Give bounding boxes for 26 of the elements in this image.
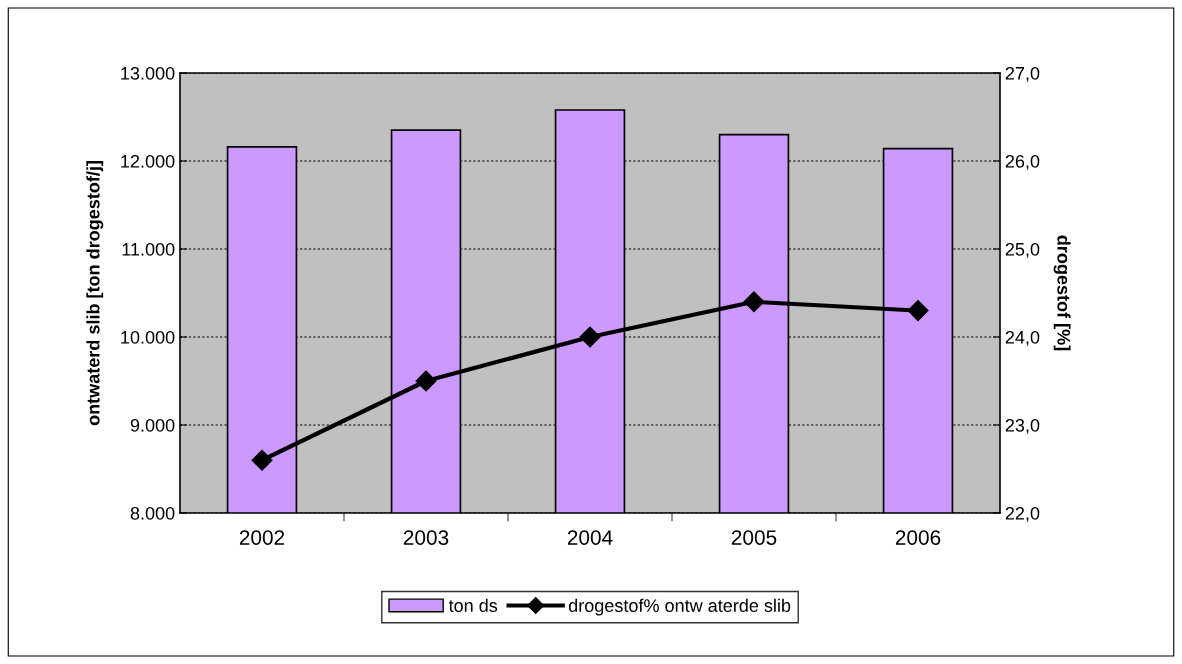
y-tick-label: 10.000	[121, 330, 175, 344]
legend-label: ton ds	[448, 598, 498, 612]
x-tick-label: 2006	[895, 530, 941, 545]
x-tick-label: 2003	[403, 530, 449, 545]
y2-tick-label: 22,0	[1005, 506, 1040, 522]
y-tick-label: 13.000	[121, 66, 175, 80]
point	[579, 326, 601, 348]
point	[907, 300, 929, 322]
y2-tick-label: 25,0	[1005, 242, 1040, 258]
y-axis-title: ontwaterd slib [ton drogestof/j]	[86, 161, 104, 426]
y-tick-label: 11.000	[122, 242, 175, 256]
point	[415, 370, 437, 392]
y-tick-label: 9.000	[130, 418, 175, 432]
legend-label: drogestof% ontw aterde slib	[568, 598, 791, 616]
point	[743, 291, 765, 313]
y2-axis-title: drogestof [%]	[1053, 235, 1071, 351]
x-tick-label: 2004	[567, 530, 613, 545]
point	[251, 449, 273, 471]
x-tick-label: 2005	[731, 530, 777, 545]
y2-tick-label: 24,0	[1005, 330, 1040, 346]
y2-tick-label: 23,0	[1005, 418, 1040, 434]
y2-tick-label: 27,0	[1005, 66, 1040, 82]
y-tick-label: 8.000	[130, 506, 175, 520]
y2-tick-label: 26,0	[1005, 154, 1040, 170]
x-tick-label: 2002	[239, 530, 285, 545]
y-tick-label: 12.000	[121, 154, 175, 168]
